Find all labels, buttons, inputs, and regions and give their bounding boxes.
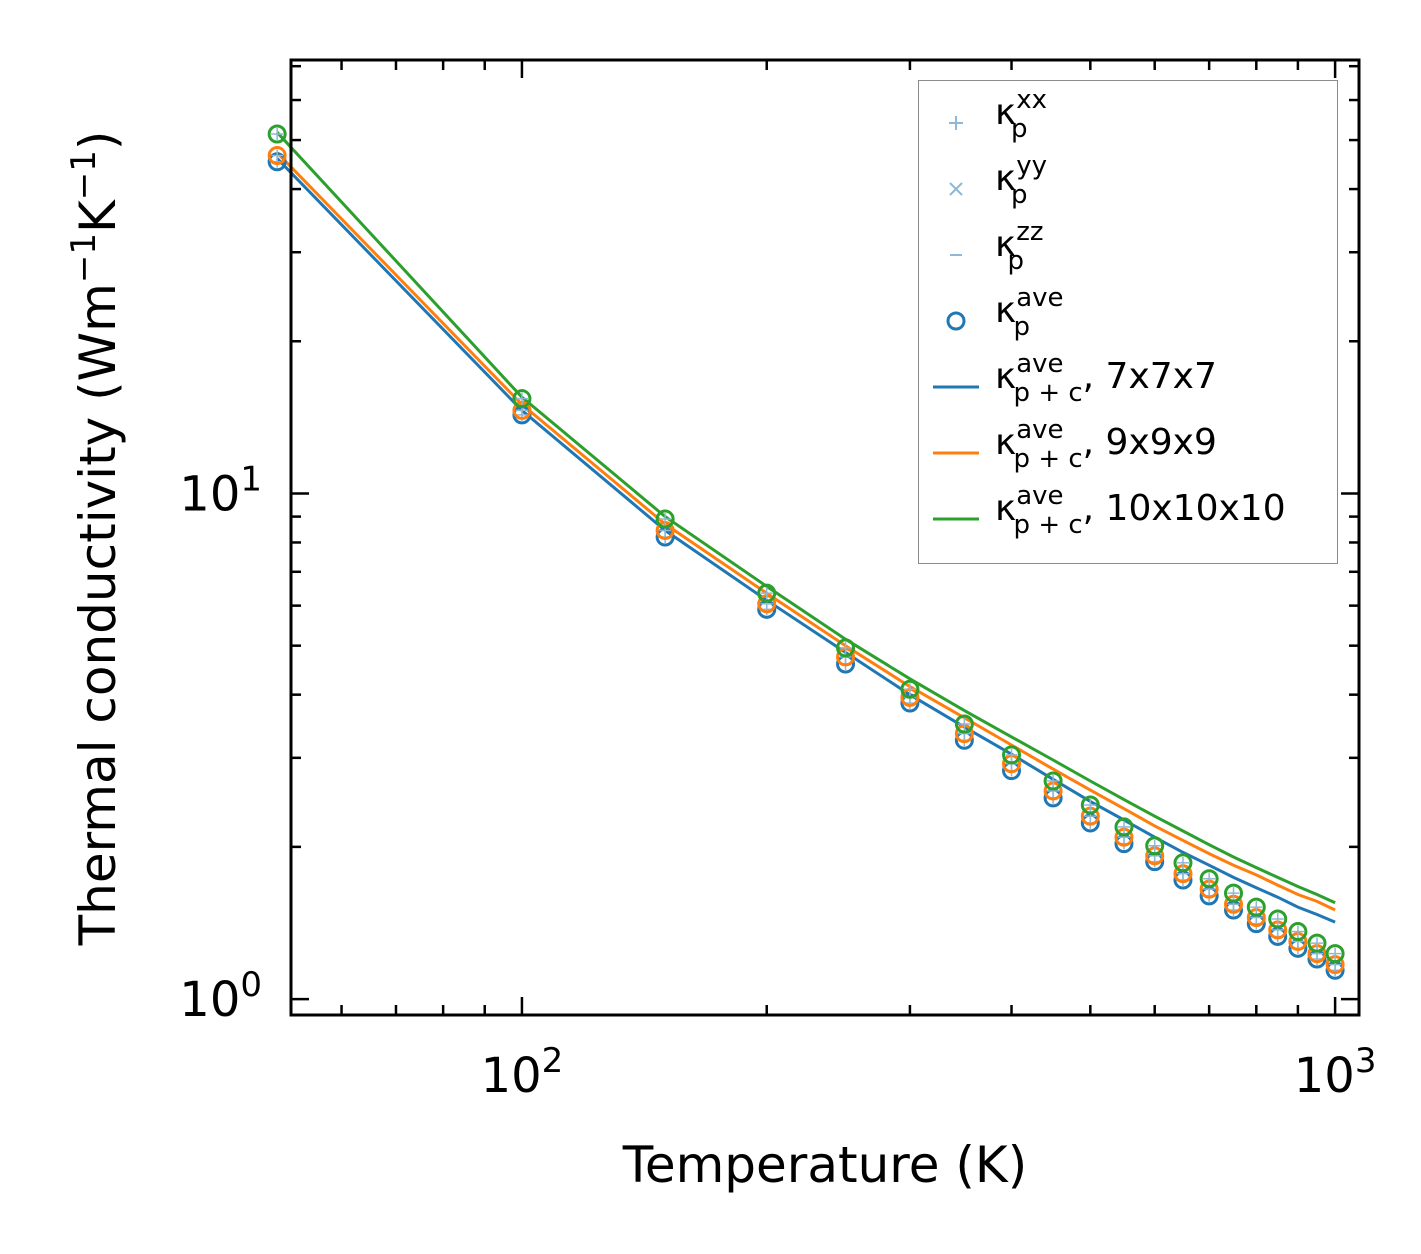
- x-tick-label: 102: [481, 1041, 564, 1104]
- y-axis-label-main: Thermal conductivity (Wm: [69, 283, 127, 946]
- axis-ticks: [291, 60, 1359, 1015]
- y-tick-label: 100: [179, 965, 262, 1028]
- y-tick-label: 101: [179, 459, 262, 522]
- data-point: [1043, 771, 1063, 791]
- x-tick-label: 103: [1294, 1041, 1377, 1104]
- plus-marker-icon: [949, 116, 963, 130]
- legend-entry-kyy: κyyp: [919, 151, 1339, 219]
- y-axis-label-exp2: −1: [64, 150, 104, 200]
- data-point: [1268, 909, 1288, 929]
- x-axis-label: Temperature (K): [622, 1136, 1027, 1194]
- data-point: [655, 509, 675, 529]
- tick-labels: 102 103 100 101: [179, 459, 1376, 1104]
- plot-frame: [289, 58, 1361, 1017]
- data-point: [1173, 853, 1193, 873]
- data-point: [1114, 817, 1134, 837]
- legend-entry-kave: κavep: [919, 283, 1339, 351]
- data-point: [1246, 897, 1266, 917]
- data-point: [512, 389, 532, 409]
- line-marker-icon: [933, 517, 979, 521]
- legend: κxxp κyyp κzzp κavep κavep + c, 7x7x7 κa…: [918, 80, 1338, 564]
- legend-label: κyyp: [995, 151, 1047, 210]
- series-line-0: [276, 157, 1336, 924]
- legend-label: κavep + c, 10x10x10: [995, 481, 1286, 540]
- series-line-2: [275, 131, 1336, 905]
- data-point: [1224, 883, 1244, 903]
- legend-entry-kxx: κxxp: [919, 85, 1339, 153]
- y-axis-label-end: ): [69, 131, 127, 151]
- legend-label: κavep: [995, 283, 1064, 342]
- data-point: [267, 146, 287, 166]
- x-marker-icon: [949, 182, 963, 196]
- data-point: [900, 679, 920, 699]
- data-point: [836, 638, 856, 658]
- circle-marker-icon: [946, 311, 966, 331]
- plot-area: [267, 124, 1345, 980]
- legend-label: κxxp: [995, 85, 1047, 144]
- legend-entry-10x10x10: κavep + c, 10x10x10: [919, 481, 1339, 549]
- line-marker-icon: [933, 451, 979, 455]
- data-point: [1288, 922, 1308, 942]
- dash-marker-icon: [950, 254, 962, 256]
- legend-label: κavep + c, 9x9x9: [995, 415, 1217, 474]
- legend-entry-kzz: κzzp: [919, 217, 1339, 285]
- y-axis-label-mid: K: [69, 199, 127, 233]
- data-point: [1145, 836, 1165, 856]
- line-marker-icon: [933, 385, 979, 389]
- legend-entry-9x9x9: κavep + c, 9x9x9: [919, 415, 1339, 483]
- data-point: [1307, 933, 1327, 953]
- data-point: [1080, 795, 1100, 815]
- data-point: [267, 124, 287, 144]
- legend-label: κavep + c, 7x7x7: [995, 349, 1217, 408]
- legend-entry-7x7x7: κavep + c, 7x7x7: [919, 349, 1339, 417]
- y-axis-label: Thermal conductivity (Wm−1K−1): [64, 131, 127, 947]
- legend-label: κzzp: [995, 217, 1044, 276]
- y-axis-label-exp1: −1: [64, 233, 104, 283]
- data-point: [1325, 944, 1345, 964]
- series-line-1: [276, 151, 1336, 912]
- data-point: [1199, 869, 1219, 889]
- data-point: [954, 714, 974, 734]
- data-point: [1002, 745, 1022, 765]
- data-point: [757, 583, 777, 603]
